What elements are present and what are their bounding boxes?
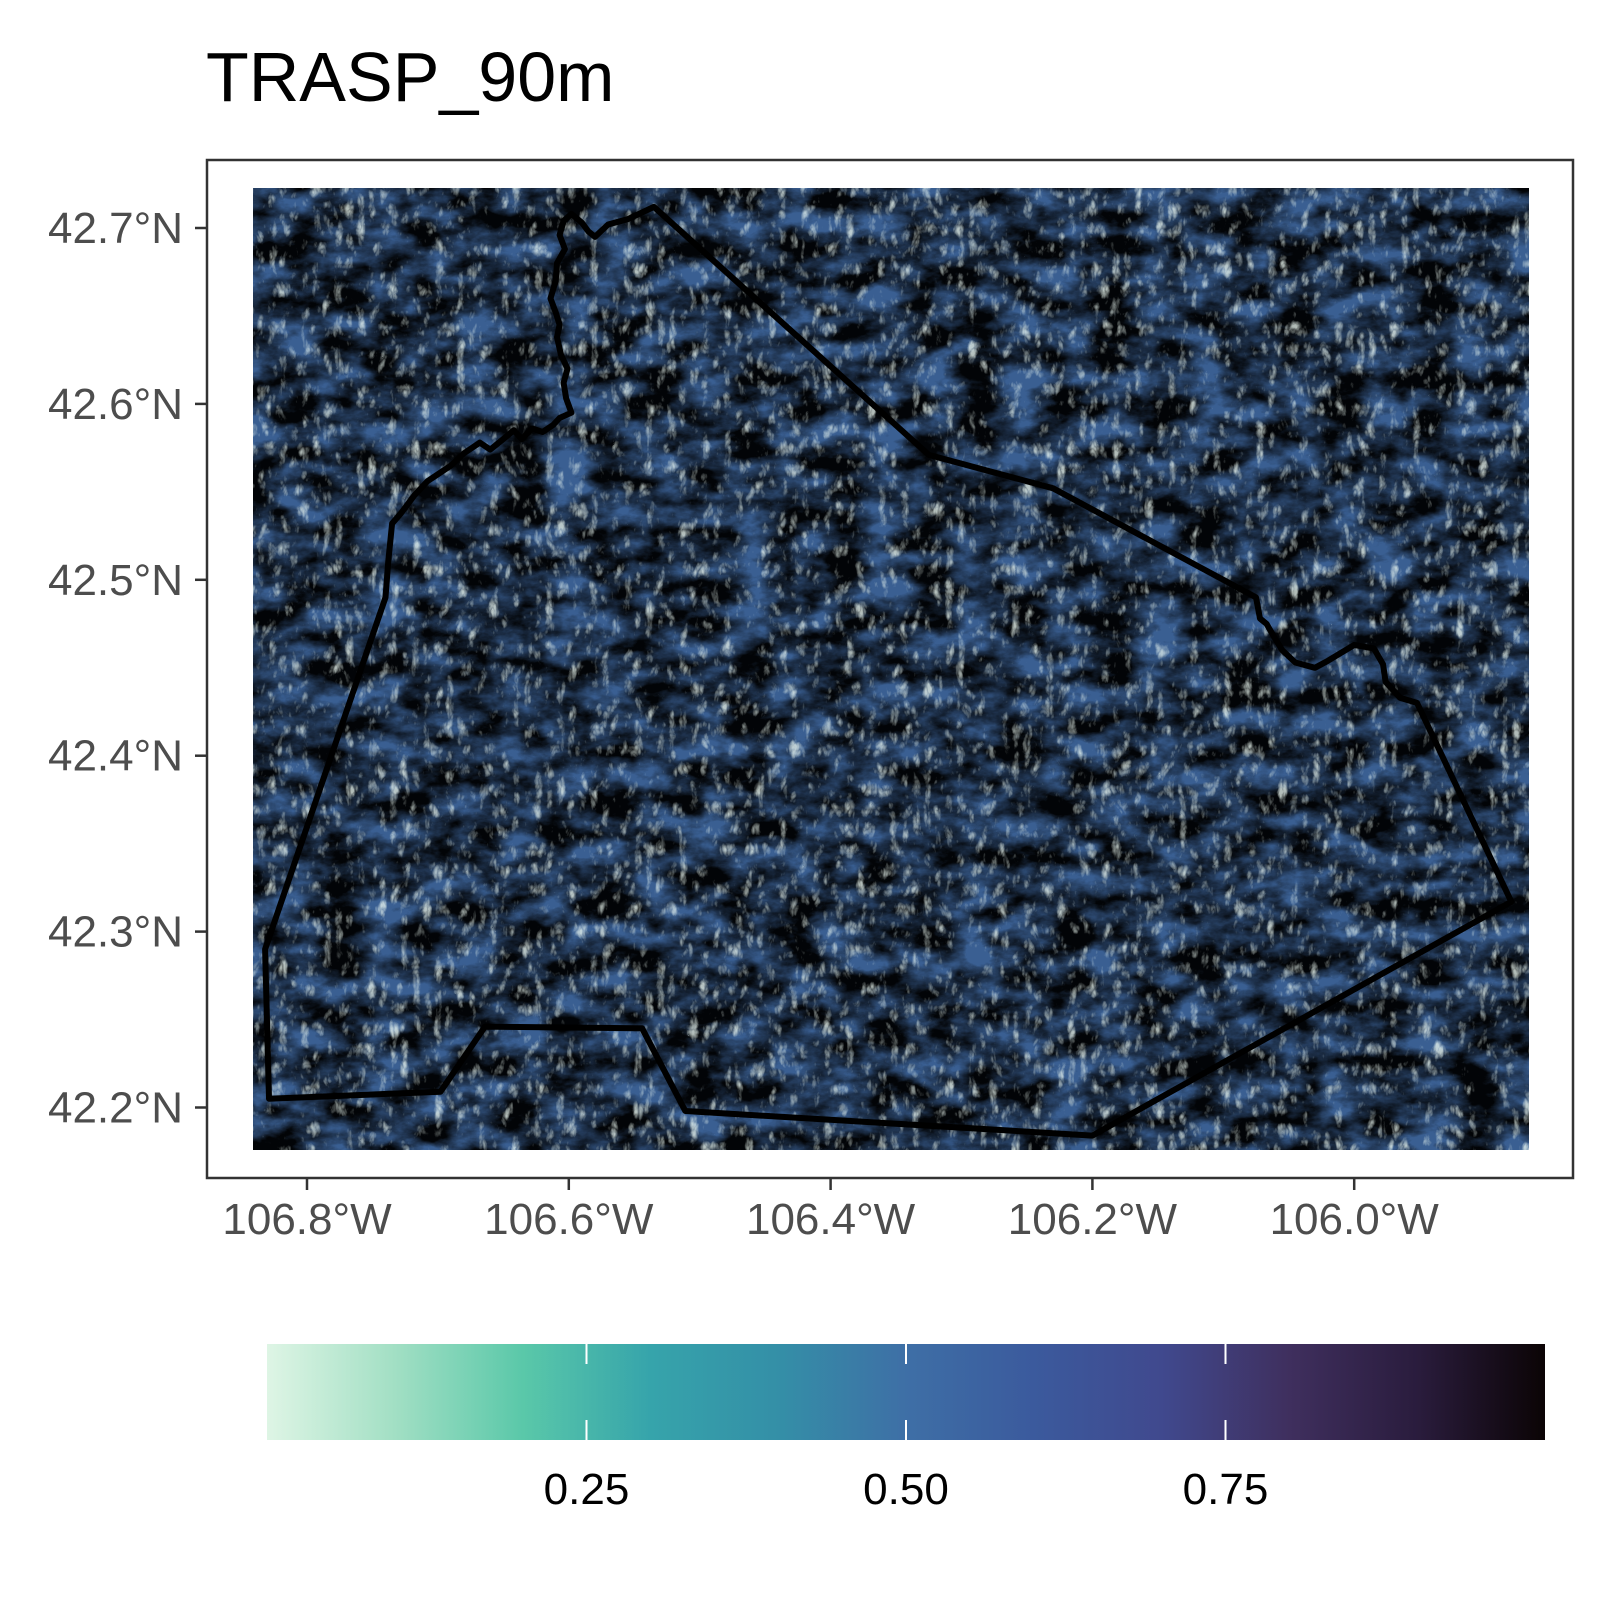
y-tick-label: 42.2°N [48,1084,183,1133]
raster-light-texture [253,188,1529,1150]
y-tick-label: 42.6°N [48,380,183,429]
x-tick-label: 106.4°W [746,1195,916,1244]
x-tick-label: 106.6°W [484,1195,654,1244]
color-legend: 0.25 0.50 0.75 [267,1344,1545,1514]
y-tick-label: 42.3°N [48,908,183,957]
x-tick-label: 106.0°W [1270,1195,1440,1244]
x-tick-label: 106.8°W [222,1195,392,1244]
map-title: TRASP_90m [206,38,615,116]
y-tick-label: 42.5°N [48,556,183,605]
legend-tick-label: 0.25 [544,1465,630,1514]
legend-tick-label: 0.50 [863,1465,949,1514]
y-tick-label: 42.7°N [48,204,183,253]
legend-tick-label: 0.75 [1183,1465,1269,1514]
trasp-raster [253,188,1529,1150]
y-tick-label: 42.4°N [48,732,183,781]
x-tick-label: 106.2°W [1008,1195,1178,1244]
map-axes: 106.8°W 106.6°W 106.4°W 106.2°W 106.0°W 42.7°… [48,204,1439,1244]
study-area-boundary [262,203,1515,1139]
